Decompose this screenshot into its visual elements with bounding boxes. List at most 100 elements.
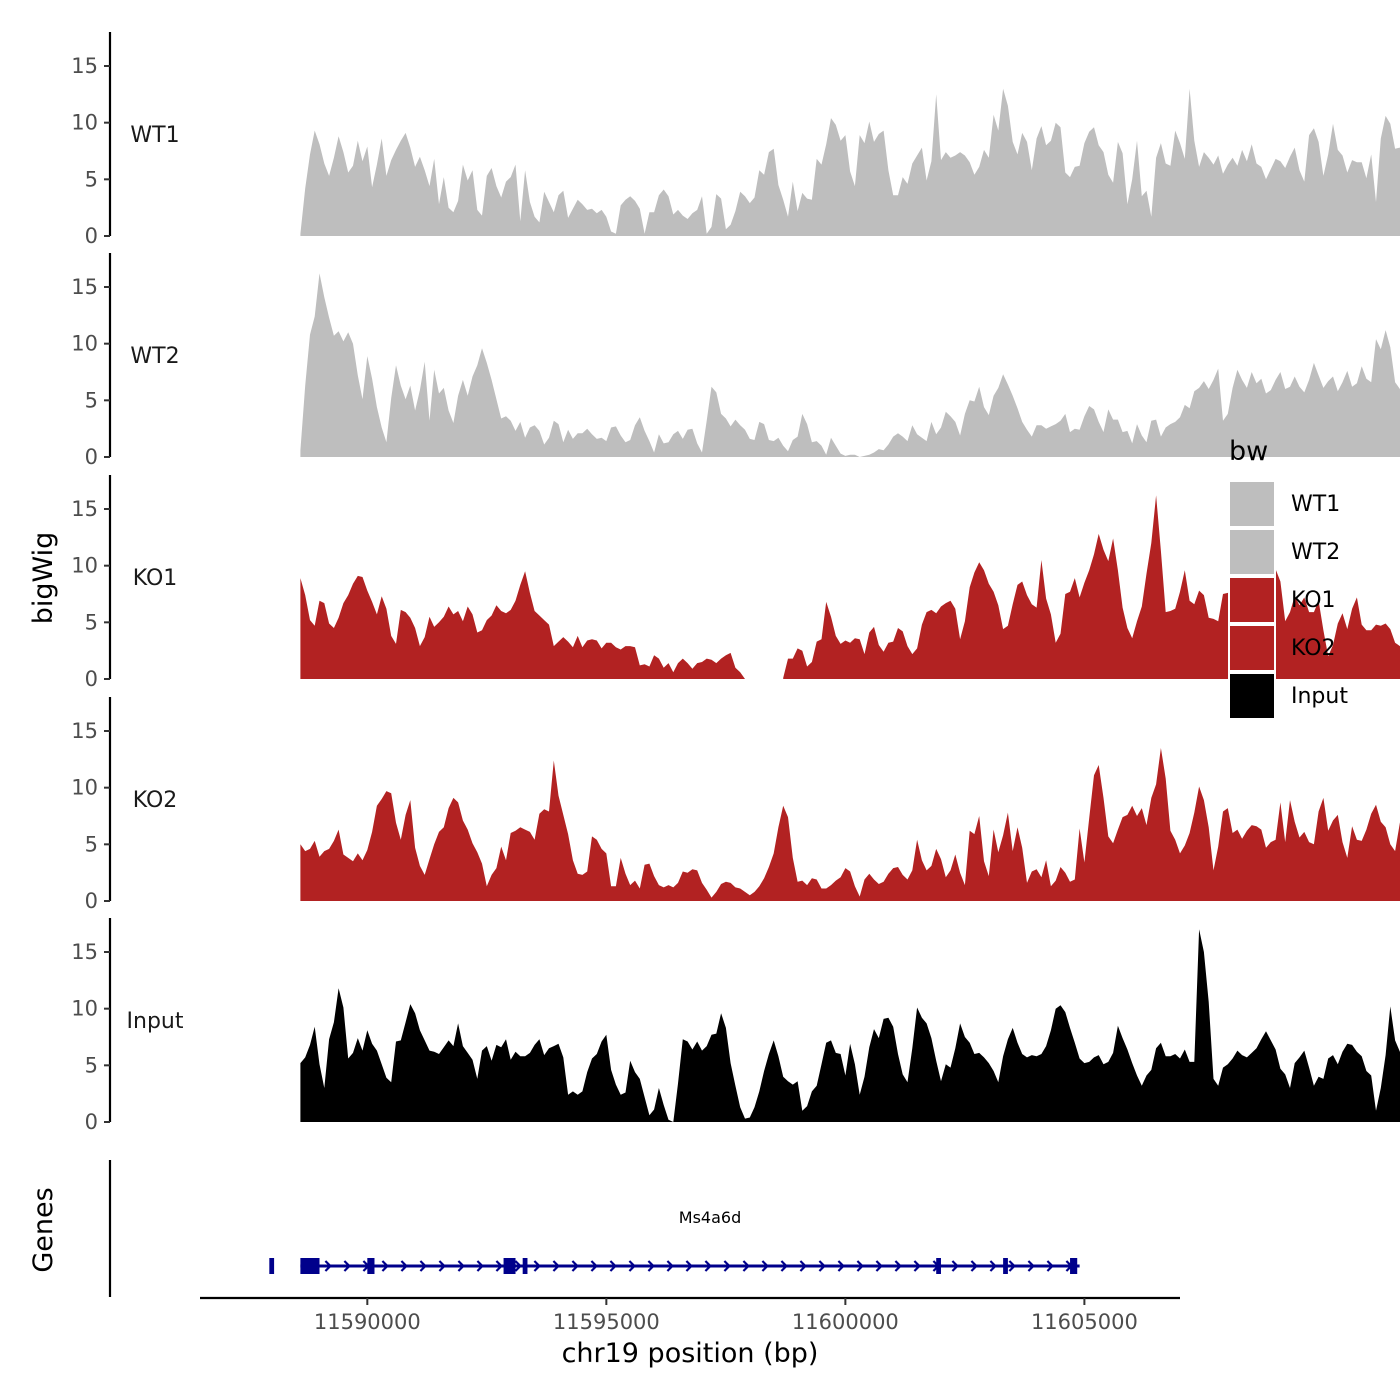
strand-chevron: [780, 1260, 788, 1272]
strand-chevron: [609, 1260, 617, 1272]
track-wt1: 0 5 10 15 WT1: [71, 32, 1400, 248]
strand-chevron: [837, 1260, 845, 1272]
legend-title: bw: [1229, 436, 1268, 467]
y-tick-label: 0: [85, 667, 98, 691]
track-label: WT1: [130, 123, 179, 148]
gene-axis-title: Genes: [28, 1187, 59, 1272]
track-label: KO2: [133, 788, 178, 813]
exon: [300, 1258, 320, 1274]
legend-label: KO1: [1291, 588, 1336, 613]
exon: [269, 1258, 275, 1274]
x-axis-title: chr19 position (bp): [562, 1338, 819, 1369]
y-tick-label: 0: [85, 224, 98, 248]
exon: [503, 1258, 516, 1274]
strand-chevron: [476, 1260, 484, 1272]
strand-chevron: [989, 1260, 997, 1272]
strand-chevron: [324, 1260, 332, 1272]
y-tick-label: 0: [85, 889, 98, 913]
legend-item-wt2: WT2: [1228, 528, 1340, 576]
area-wt1: [300, 88, 1400, 236]
strand-chevron: [723, 1260, 731, 1272]
x-tick-label: 11590000: [314, 1310, 421, 1334]
y-tick-label: 0: [85, 1110, 98, 1134]
strand-chevron: [381, 1260, 389, 1272]
exon: [522, 1258, 528, 1274]
strand-chevron: [761, 1260, 769, 1272]
strand-chevron: [628, 1260, 636, 1272]
legend-label: Input: [1291, 684, 1348, 709]
y-tick-label: 15: [71, 497, 98, 521]
bigwig-tracks: 0 5 10 15 WT1 0 5 10 15 WT2 0 5 10 15 KO1 0 5 10 15 KO2 0 5 10…: [71, 32, 1400, 1134]
track-ko1: 0 5 10 15 KO1: [71, 475, 1400, 691]
gene-track: Ms4a6d: [108, 1160, 1080, 1297]
legend-swatch: [1228, 528, 1276, 576]
y-tick-label: 15: [71, 940, 98, 964]
strand-chevron: [343, 1260, 351, 1272]
strand-chevron: [970, 1260, 978, 1272]
strand-chevron: [400, 1260, 408, 1272]
y-axis-title: bigWig: [28, 532, 59, 625]
y-tick-label: 10: [71, 997, 98, 1021]
strand-chevron: [1027, 1260, 1035, 1272]
legend-item-ko1: KO1: [1228, 576, 1336, 624]
legend: bw WT1 WT2 KO1 KO2 Input: [1228, 436, 1348, 720]
legend-label: WT1: [1291, 492, 1340, 517]
strand-chevron: [875, 1260, 883, 1272]
track-label: KO1: [133, 566, 178, 591]
y-tick-label: 10: [71, 554, 98, 578]
strand-chevron: [495, 1260, 503, 1272]
legend-label: KO2: [1291, 636, 1336, 661]
strand-chevron: [685, 1260, 693, 1272]
legend-label: WT2: [1291, 540, 1340, 565]
strand-chevron: [552, 1260, 560, 1272]
track-label: WT2: [130, 344, 179, 369]
gene-ms4a6d: Ms4a6d: [269, 1208, 1080, 1274]
legend-item-ko2: KO2: [1228, 624, 1336, 672]
x-tick-label: 11595000: [553, 1310, 660, 1334]
strand-chevron: [951, 1260, 959, 1272]
area-ko2: [300, 748, 1400, 901]
strand-chevron: [571, 1260, 579, 1272]
strand-chevron: [666, 1260, 674, 1272]
track-label: Input: [127, 1009, 184, 1034]
y-tick-label: 15: [71, 275, 98, 299]
strand-chevron: [913, 1260, 921, 1272]
y-tick-label: 15: [71, 719, 98, 743]
legend-swatch: [1228, 624, 1276, 672]
strand-chevron: [856, 1260, 864, 1272]
strand-chevron: [799, 1260, 807, 1272]
y-tick-label: 10: [71, 111, 98, 135]
legend-item-wt1: WT1: [1228, 480, 1340, 528]
exon: [1003, 1258, 1008, 1274]
y-tick-label: 5: [85, 610, 98, 634]
legend-item-input: Input: [1228, 672, 1348, 720]
y-tick-label: 15: [71, 54, 98, 78]
strand-chevron: [704, 1260, 712, 1272]
strand-chevron: [419, 1260, 427, 1272]
strand-chevron: [1008, 1260, 1016, 1272]
y-tick-label: 10: [71, 332, 98, 356]
strand-chevron: [894, 1260, 902, 1272]
exon: [367, 1258, 375, 1274]
strand-chevron: [818, 1260, 826, 1272]
exon: [936, 1258, 941, 1274]
gene-label: Ms4a6d: [679, 1208, 741, 1227]
area-ko1: [300, 495, 1400, 679]
exon: [1070, 1258, 1078, 1274]
y-tick-label: 10: [71, 776, 98, 800]
y-tick-label: 0: [85, 445, 98, 469]
legend-swatch: [1228, 672, 1276, 720]
strand-chevron: [742, 1260, 750, 1272]
track-ko2: 0 5 10 15 KO2: [71, 697, 1400, 913]
x-tick-label: 11600000: [792, 1310, 899, 1334]
strand-chevron: [590, 1260, 598, 1272]
track-wt2: 0 5 10 15 WT2: [71, 253, 1400, 469]
legend-swatch: [1228, 576, 1276, 624]
area-input: [300, 929, 1400, 1122]
y-tick-label: 5: [85, 167, 98, 191]
y-tick-label: 5: [85, 832, 98, 856]
strand-chevron: [1046, 1260, 1054, 1272]
area-wt2: [300, 273, 1400, 457]
strand-chevron: [533, 1260, 541, 1272]
